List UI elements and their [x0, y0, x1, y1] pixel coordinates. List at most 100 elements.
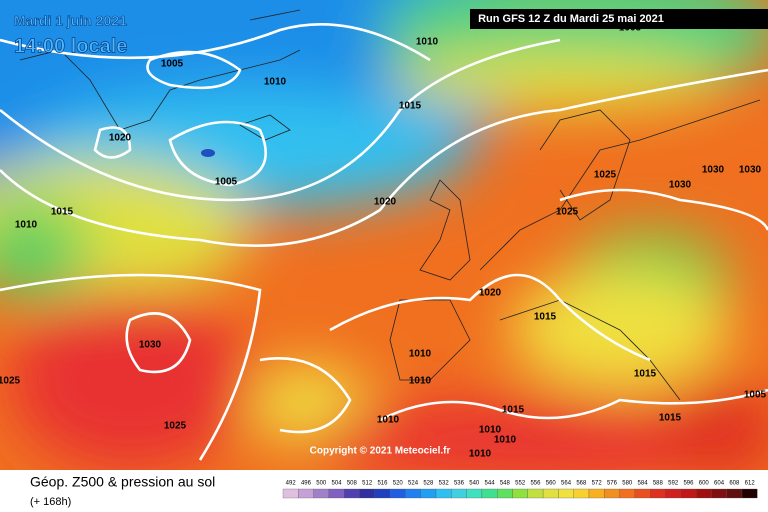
scale-swatch — [558, 488, 574, 499]
scale-swatch — [435, 488, 452, 499]
scale-label: 504 — [332, 481, 343, 487]
scale-swatch — [497, 488, 513, 499]
isobar-label: 1010 — [494, 435, 517, 446]
scale-label: 532 — [439, 481, 450, 487]
scale-swatch — [527, 488, 544, 499]
isobar-label: 1015 — [659, 413, 682, 424]
scale-swatch — [466, 488, 483, 499]
scale-label: 528 — [423, 481, 434, 487]
scale-label: 516 — [377, 481, 388, 487]
scale-label: 520 — [393, 481, 404, 487]
scale-swatch — [542, 488, 559, 499]
scale-swatch — [512, 488, 528, 499]
isobar-label: 1020 — [109, 133, 132, 144]
scale-swatch — [298, 488, 314, 499]
scale-label: 568 — [576, 481, 587, 487]
scale-swatch — [451, 488, 467, 499]
isobar-label: 1030 — [669, 180, 692, 191]
scale-swatch — [313, 488, 330, 499]
scale-label: 496 — [301, 481, 312, 487]
isobar-label: 1005 — [161, 59, 184, 70]
isobar-label: 1010 — [264, 77, 287, 88]
scale-swatch — [344, 488, 360, 499]
isobar-label: 1015 — [634, 369, 657, 380]
isobar-label: 1020 — [374, 197, 397, 208]
isobar-label: 1025 — [556, 207, 579, 218]
scale-swatch — [619, 488, 636, 499]
isobar-label: 1025 — [164, 421, 187, 432]
scale-label: 592 — [668, 481, 679, 487]
scale-swatch — [726, 488, 743, 499]
scale-swatch — [650, 488, 666, 499]
scale-swatch — [604, 488, 620, 499]
scale-swatch — [741, 488, 758, 499]
scale-swatch — [282, 488, 299, 499]
scale-label: 572 — [592, 481, 603, 487]
isobar-label: 1025 — [594, 170, 617, 181]
isobar-label: 1005 — [619, 23, 642, 34]
scale-swatch — [665, 488, 681, 499]
scale-swatch — [405, 488, 421, 499]
isobar-label: 1010 — [409, 376, 432, 387]
scale-label: 544 — [485, 481, 496, 487]
isobar-label: 1030 — [702, 165, 725, 176]
scale-swatch — [328, 488, 345, 499]
scale-swatch — [634, 488, 651, 499]
time-label: 14:00 locale — [14, 35, 127, 57]
scale-swatch — [481, 488, 498, 499]
scale-label: 608 — [729, 481, 740, 487]
scale-label: 600 — [699, 481, 710, 487]
scale-label: 584 — [638, 481, 649, 487]
scale-label: 604 — [714, 481, 725, 487]
scale-swatch — [374, 488, 391, 499]
isobar-label: 1005 — [215, 177, 238, 188]
scale-label: 596 — [683, 481, 694, 487]
scale-label: 536 — [454, 481, 465, 487]
scale-swatch — [389, 488, 406, 499]
scale-swatch — [420, 488, 437, 499]
scale-label: 612 — [745, 481, 756, 487]
isobar-label: 1005 — [744, 390, 767, 401]
date-label: Mardi 1 juin 2021 — [14, 13, 127, 29]
footer-title: Géop. Z500 & pression au sol — [30, 474, 215, 490]
isobar-label: 1030 — [739, 165, 762, 176]
isobar-label: 1020 — [479, 288, 502, 299]
scale-label: 556 — [530, 481, 541, 487]
scale-label: 564 — [561, 481, 572, 487]
isobar-label: 1010 — [377, 415, 400, 426]
scale-label: 524 — [408, 481, 419, 487]
scale-swatch — [573, 488, 590, 499]
scale-label: 588 — [653, 481, 664, 487]
footer-lead: (+ 168h) — [30, 496, 71, 508]
scale-label: 512 — [362, 481, 373, 487]
isobar-label: 1010 — [15, 220, 38, 231]
run-banner — [470, 9, 768, 29]
isobar-label: 1015 — [502, 405, 525, 416]
scale-swatch — [588, 488, 605, 499]
scale-swatch — [680, 488, 697, 499]
scale-swatch — [711, 488, 727, 499]
isobar-label: 1030 — [139, 340, 162, 351]
scale-label: 500 — [316, 481, 327, 487]
scale-label: 560 — [546, 481, 557, 487]
isobar-label: 1015 — [534, 312, 557, 323]
scale-label: 508 — [347, 481, 358, 487]
copyright: Copyright © 2021 Meteociel.fr — [310, 446, 451, 457]
scale-swatch — [695, 488, 712, 499]
isobar-label: 1025 — [0, 376, 21, 387]
scale-label: 580 — [622, 481, 633, 487]
field — [0, 0, 768, 470]
isobar-label: 1010 — [469, 449, 492, 460]
scale-label: 548 — [500, 481, 511, 487]
scale-label: 552 — [515, 481, 526, 487]
scale-swatch — [359, 488, 375, 499]
scale-label: 540 — [469, 481, 480, 487]
isobar-label: 1015 — [399, 101, 422, 112]
isobar-label: 1010 — [479, 425, 502, 436]
isobar-label: 1010 — [416, 37, 439, 48]
scale-label: 576 — [607, 481, 618, 487]
isobar-label: 1015 — [51, 207, 74, 218]
isobar-label: 1010 — [409, 349, 432, 360]
run-label: Run GFS 12 Z du Mardi 25 mai 2021 — [478, 13, 664, 25]
